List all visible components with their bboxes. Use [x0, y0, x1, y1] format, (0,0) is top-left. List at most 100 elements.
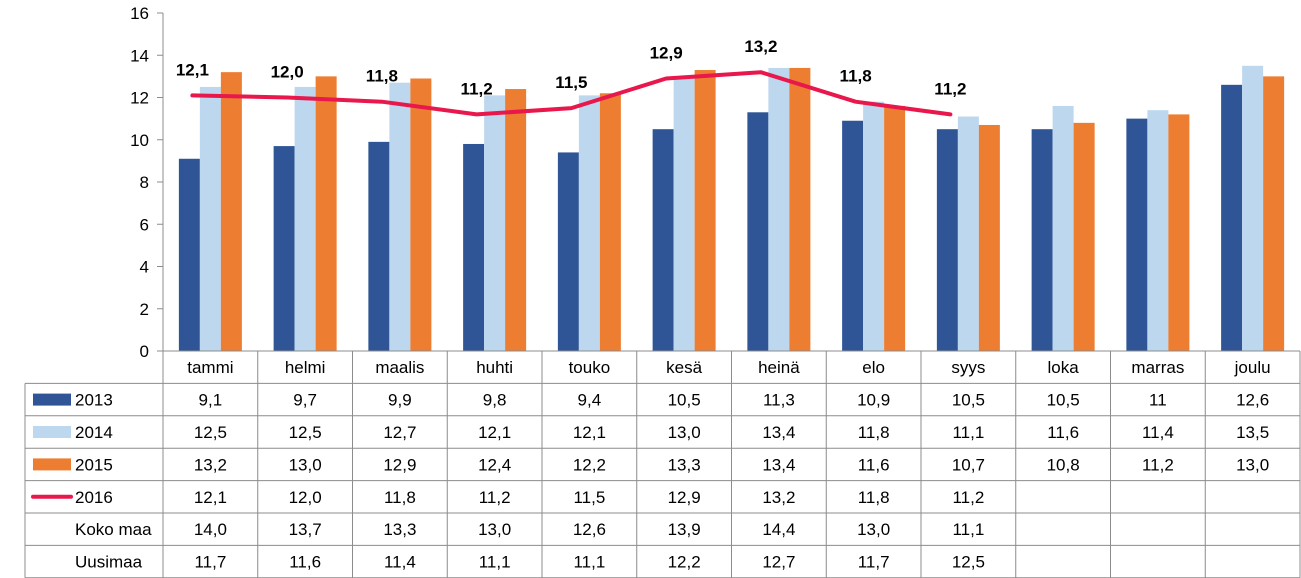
bar-2013-maalis	[368, 141, 390, 351]
bar-2014-syys	[957, 116, 979, 351]
table-cell: 12,5	[289, 423, 322, 442]
bar-2014-elo	[863, 101, 885, 351]
table-cell: 11,5	[573, 488, 605, 507]
category-label: helmi	[285, 358, 326, 377]
bar-2013-huhti	[463, 143, 485, 351]
table-cell: 11,6	[858, 455, 890, 474]
bar-2015-maalis	[410, 78, 432, 352]
table-cell: 13,5	[1236, 423, 1269, 442]
table-cell: 13,4	[762, 455, 795, 474]
row-label-2016: 2016	[75, 488, 113, 507]
table-cell: 11,2	[1142, 455, 1174, 474]
table-cell: 11,6	[1047, 423, 1079, 442]
data-label-2016-helmi: 12,0	[271, 63, 304, 82]
bar-2013-marras	[1126, 118, 1148, 351]
y-tick-label: 2	[140, 300, 149, 319]
table-cell: 13,3	[383, 520, 416, 539]
bar-2013-loka	[1031, 129, 1053, 351]
table-cell: 10,5	[1047, 391, 1080, 410]
row-label-2013: 2013	[75, 391, 113, 410]
category-label: touko	[569, 358, 611, 377]
table-cell: 9,8	[483, 391, 507, 410]
row-label-Koko maa: Koko maa	[75, 520, 152, 539]
bar-2014-helmi	[294, 86, 316, 351]
table-cell: 12,5	[952, 553, 985, 572]
table-cell: 12,0	[289, 488, 322, 507]
data-label-2016-huhti: 11,2	[461, 79, 493, 98]
row-label-2014: 2014	[75, 423, 113, 442]
row-label-2015: 2015	[75, 455, 113, 474]
table-cell: 11,4	[384, 553, 416, 572]
table-cell: 11,4	[1142, 423, 1174, 442]
data-label-2016-syys: 11,2	[934, 79, 966, 98]
data-label-2016-touko: 11,5	[555, 73, 587, 92]
category-label: maalis	[375, 358, 424, 377]
bar-2013-helmi	[273, 146, 295, 351]
bar-2014-maalis	[389, 82, 411, 352]
bar-2015-elo	[884, 105, 906, 351]
data-label-2016-tammi: 12,1	[176, 60, 209, 79]
table-cell: 13,0	[289, 455, 322, 474]
category-label: huhti	[476, 358, 513, 377]
bar-2013-heinä	[747, 112, 769, 351]
table-cell: 9,9	[388, 391, 412, 410]
table-cell: 13,0	[857, 520, 890, 539]
y-tick-label: 0	[140, 342, 149, 361]
table-cell: 13,0	[668, 423, 701, 442]
table-cell: 13,4	[762, 423, 795, 442]
bar-2015-tammi	[220, 72, 242, 352]
bar-2015-touko	[599, 93, 621, 352]
table-cell: 10,5	[952, 391, 985, 410]
table-cell: 12,2	[573, 455, 606, 474]
category-label: kesä	[666, 358, 702, 377]
data-label-2016-maalis: 11,8	[366, 67, 398, 86]
table-cell: 11	[1149, 391, 1167, 410]
bar-2013-tammi	[178, 158, 200, 351]
table-cell: 11,2	[952, 488, 984, 507]
bar-2014-touko	[578, 95, 600, 351]
y-tick-label: 10	[130, 131, 149, 150]
bar-2013-syys	[936, 129, 958, 351]
table-cell: 13,0	[478, 520, 511, 539]
table-cell: 14,4	[762, 520, 795, 539]
data-label-2016-kesä: 12,9	[650, 43, 683, 62]
data-label-2016-heinä: 13,2	[744, 37, 777, 56]
table-cell: 11,7	[858, 553, 890, 572]
bar-2015-loka	[1073, 122, 1095, 351]
category-label: loka	[1048, 358, 1080, 377]
bar-2015-heinä	[789, 67, 811, 352]
table-cell: 10,8	[1047, 455, 1080, 474]
y-tick-label: 12	[130, 89, 149, 108]
table-cell: 12,1	[478, 423, 511, 442]
bar-2013-elo	[842, 120, 864, 351]
bar-2014-heinä	[768, 67, 790, 352]
table-cell: 12,1	[194, 488, 227, 507]
category-label: tammi	[187, 358, 233, 377]
table-cell: 13,2	[194, 455, 227, 474]
legend-swatch-2013	[33, 393, 71, 406]
category-label: elo	[862, 358, 885, 377]
table-cell: 13,0	[1236, 455, 1269, 474]
bar-2015-marras	[1168, 114, 1190, 352]
y-tick-label: 14	[130, 46, 149, 65]
table-cell: 12,1	[573, 423, 606, 442]
table-cell: 11,8	[384, 488, 416, 507]
bar-2015-syys	[978, 124, 1000, 352]
table-cell: 10,7	[952, 455, 985, 474]
table-cell: 10,9	[857, 391, 890, 410]
table-cell: 11,1	[952, 520, 984, 539]
bar-2014-joulu	[1242, 65, 1264, 351]
table-cell: 12,2	[668, 553, 701, 572]
y-tick-label: 16	[130, 4, 149, 23]
table-cell: 11,7	[194, 553, 226, 572]
bar-2014-marras	[1147, 110, 1169, 351]
legend-swatch-2014	[33, 426, 71, 438]
bar-2014-tammi	[199, 86, 221, 351]
category-label: heinä	[758, 358, 800, 377]
table-cell: 14,0	[194, 520, 227, 539]
line-series: 12,1 12,0 11,8 11,2 11,5 12,9 13,2 11,8 11,2	[176, 37, 966, 117]
table-cell: 12,7	[762, 553, 795, 572]
table-cell: 13,7	[289, 520, 322, 539]
y-tick-label: 4	[140, 258, 149, 277]
bar-2015-joulu	[1263, 76, 1285, 351]
